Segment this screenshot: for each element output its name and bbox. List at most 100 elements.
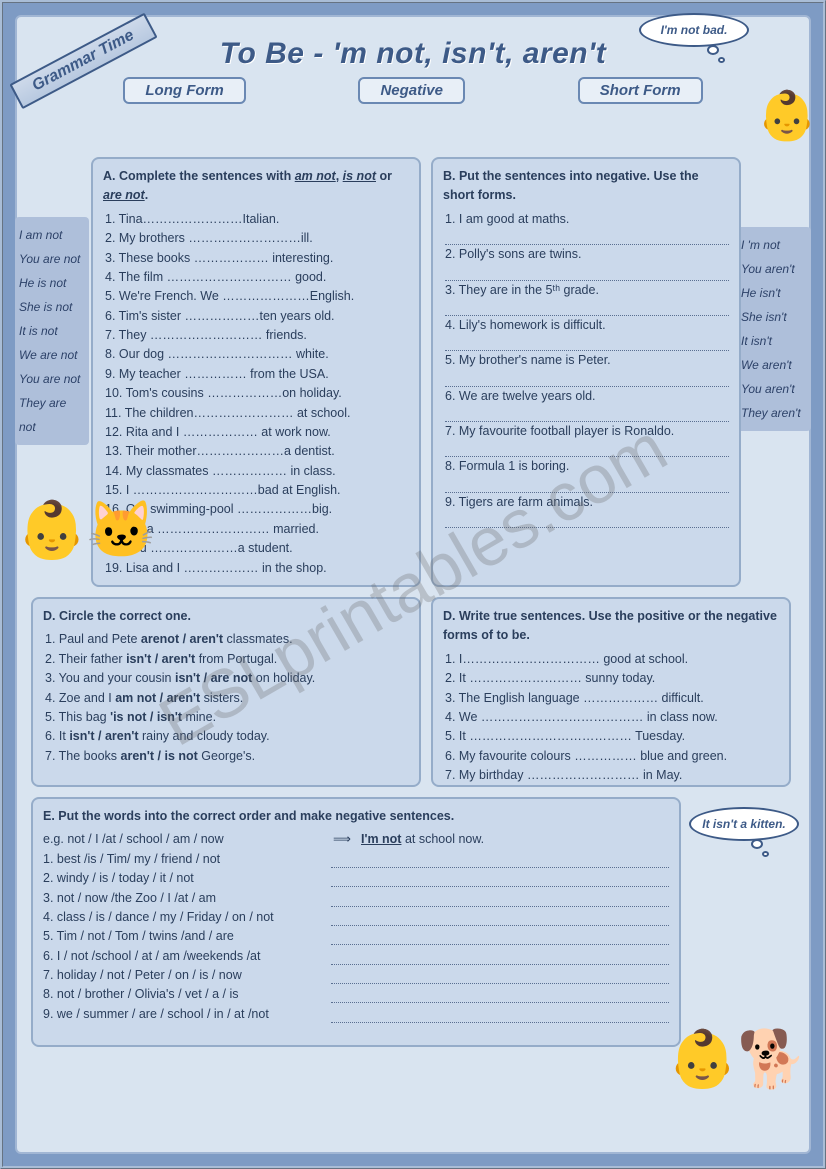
sentence-item: 9. My teacher …………… from the USA. bbox=[105, 365, 409, 384]
sentence-row: 6. I / not /school / at / am /weekends /… bbox=[43, 947, 669, 966]
sentence-row: 1. best /is / Tim/ my / friend / not bbox=[43, 850, 669, 869]
thought-bubble-bottom: It isn't a kitten. bbox=[689, 807, 799, 841]
thought-bubble-top: I'm not bad. bbox=[639, 13, 749, 47]
sentence-item: 7. My favourite football player is Ronal… bbox=[445, 422, 729, 457]
sentence-item: 2. My brothers ………………………ill. bbox=[105, 229, 409, 248]
answer-line bbox=[331, 912, 669, 926]
form-item: I am not bbox=[19, 223, 85, 247]
word-prompt: 4. class / is / dance / my / Friday / on… bbox=[43, 908, 323, 927]
form-item: You are not bbox=[19, 247, 85, 271]
form-item: You aren't bbox=[741, 377, 807, 401]
exercise-heading: D. Circle the correct one. bbox=[43, 607, 409, 626]
form-item: It isn't bbox=[741, 329, 807, 353]
sentence-item: 8. Our dog ………………………… white. bbox=[105, 345, 409, 364]
sentence-item: 12. Rita and I ……………… at work now. bbox=[105, 423, 409, 442]
sentence-item: 2. Polly's sons are twins. bbox=[445, 245, 729, 280]
sentence-item: 4. Zoe and I am not / aren't sisters. bbox=[45, 689, 409, 708]
word-prompt: 8. not / brother / Olivia's / vet / a / … bbox=[43, 985, 323, 1004]
exercise-heading: A. Complete the sentences with am not, i… bbox=[103, 167, 409, 206]
sentence-item: 7. They ……………………… friends. bbox=[105, 326, 409, 345]
sentence-row: 7. holiday / not / Peter / on / is / now bbox=[43, 966, 669, 985]
exercise-c: D. Circle the correct one. 1. Paul and P… bbox=[31, 597, 421, 787]
baby-icon: 👶 bbox=[757, 87, 817, 144]
word-prompt: 9. we / summer / are / school / in / at … bbox=[43, 1005, 323, 1024]
exercise-d: D. Write true sentences. Use the positiv… bbox=[431, 597, 791, 787]
answer-line bbox=[331, 931, 669, 945]
sentence-row: 4. class / is / dance / my / Friday / on… bbox=[43, 908, 669, 927]
sentence-item: 3. These books ……………… interesting. bbox=[105, 249, 409, 268]
answer-line bbox=[331, 893, 669, 907]
exercise-heading: E. Put the words into the correct order … bbox=[43, 807, 669, 826]
sentence-item: 1. I…………………………… good at school. bbox=[445, 650, 779, 669]
sentence-item: 2. Their father isn't / aren't from Port… bbox=[45, 650, 409, 669]
sentence-item: 10. Tom's cousins ………………on holiday. bbox=[105, 384, 409, 403]
form-item: She is not bbox=[19, 295, 85, 319]
form-item: He isn't bbox=[741, 281, 807, 305]
short-forms-list: I 'm notYou aren'tHe isn'tShe isn'tIt is… bbox=[737, 227, 811, 431]
form-item: You aren't bbox=[741, 257, 807, 281]
form-item: It is not bbox=[19, 319, 85, 343]
answer-line bbox=[331, 1009, 669, 1023]
sentence-item: 1. Tina……………………Italian. bbox=[105, 210, 409, 229]
sentence-row: 9. we / summer / are / school / in / at … bbox=[43, 1005, 669, 1024]
sentence-item: 5. My brother's name is Peter. bbox=[445, 351, 729, 386]
sentence-item: 6. My favourite colours …………… blue and g… bbox=[445, 747, 779, 766]
sentence-item: 2. It ……………………… sunny today. bbox=[445, 669, 779, 688]
exercise-heading: B. Put the sentences into negative. Use … bbox=[443, 167, 729, 206]
worksheet-page: Grammar Time I'm not bad. 👶 To Be - 'm n… bbox=[0, 0, 826, 1169]
sentence-item: 6. Tim's sister ………………ten years old. bbox=[105, 307, 409, 326]
word-prompt: 3. not / now /the Zoo / I /at / am bbox=[43, 889, 323, 908]
example-row: e.g. not / I /at / school / am / now ⟹ I… bbox=[43, 830, 669, 849]
form-item: They aren't bbox=[741, 401, 807, 425]
form-item: She isn't bbox=[741, 305, 807, 329]
inner-frame: Grammar Time I'm not bad. 👶 To Be - 'm n… bbox=[15, 15, 811, 1154]
form-item: We aren't bbox=[741, 353, 807, 377]
sentence-item: 11. The children…………………… at school. bbox=[105, 404, 409, 423]
sentence-item: 5. This bag 'is not / isn't mine. bbox=[45, 708, 409, 727]
short-form-label: Short Form bbox=[578, 77, 703, 104]
sentence-item: 4. Lily's homework is difficult. bbox=[445, 316, 729, 351]
sentence-item: 3. They are in the 5ᵗʰ grade. bbox=[445, 281, 729, 316]
word-prompt: 2. windy / is / today / it / not bbox=[43, 869, 323, 888]
sentence-item: 7. My birthday ……………………… in May. bbox=[445, 766, 779, 785]
form-item: He is not bbox=[19, 271, 85, 295]
sentence-item: 1. I am good at maths. bbox=[445, 210, 729, 245]
answer-line bbox=[331, 873, 669, 887]
sentence-item: 9. Tigers are farm animals. bbox=[445, 493, 729, 528]
sentence-item: 3. You and your cousin isn't / are not o… bbox=[45, 669, 409, 688]
sentence-row: 3. not / now /the Zoo / I /at / am bbox=[43, 889, 669, 908]
header-labels: Long Form Negative Short Form bbox=[67, 77, 759, 104]
exercise-b: B. Put the sentences into negative. Use … bbox=[431, 157, 741, 587]
sentence-row: 2. windy / is / today / it / not bbox=[43, 869, 669, 888]
sentence-item: 4. We ………………………………… in class now. bbox=[445, 708, 779, 727]
sentence-item: 7. The books aren't / is not George's. bbox=[45, 747, 409, 766]
form-item: I 'm not bbox=[741, 233, 807, 257]
answer-line bbox=[331, 970, 669, 984]
form-item: You are not bbox=[19, 367, 85, 391]
word-prompt: 1. best /is / Tim/ my / friend / not bbox=[43, 850, 323, 869]
sentence-item: 3. The English language ……………… difficult… bbox=[445, 689, 779, 708]
sentence-item: 1. Paul and Pete arenot / aren't classma… bbox=[45, 630, 409, 649]
sentence-item: 6. We are twelve years old. bbox=[445, 387, 729, 422]
sentence-item: 4. The film ………………………… good. bbox=[105, 268, 409, 287]
sentence-item: 8. Formula 1 is boring. bbox=[445, 457, 729, 492]
negative-label: Negative bbox=[358, 77, 465, 104]
exercise-heading: D. Write true sentences. Use the positiv… bbox=[443, 607, 779, 646]
baby-cat-icon: 👶🐱 bbox=[17, 497, 156, 563]
word-prompt: 7. holiday / not / Peter / on / is / now bbox=[43, 966, 323, 985]
sentence-row: 5. Tim / not / Tom / twins /and / are bbox=[43, 927, 669, 946]
long-form-label: Long Form bbox=[123, 77, 245, 104]
sentence-item: 5. We're French. We …………………English. bbox=[105, 287, 409, 306]
answer-line bbox=[331, 989, 669, 1003]
sentence-item: 5. It ………………………………… Tuesday. bbox=[445, 727, 779, 746]
word-prompt: 5. Tim / not / Tom / twins /and / are bbox=[43, 927, 323, 946]
sentence-item: 13. Their mother…………………a dentist. bbox=[105, 442, 409, 461]
answer-line bbox=[331, 951, 669, 965]
answer-line bbox=[331, 854, 669, 868]
form-item: They are not bbox=[19, 391, 85, 439]
baby-dog-icon: 👶🐕 bbox=[668, 1026, 807, 1092]
sentence-row: 8. not / brother / Olivia's / vet / a / … bbox=[43, 985, 669, 1004]
sentence-item: 6. It isn't / aren't rainy and cloudy to… bbox=[45, 727, 409, 746]
sentence-item: 14. My classmates ……………… in class. bbox=[105, 462, 409, 481]
word-prompt: 6. I / not /school / at / am /weekends /… bbox=[43, 947, 323, 966]
